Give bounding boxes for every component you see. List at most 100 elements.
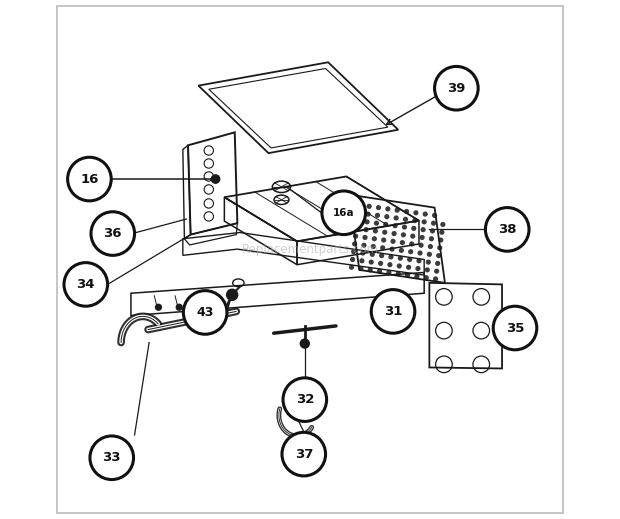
Circle shape	[431, 221, 436, 226]
Circle shape	[429, 236, 434, 241]
Circle shape	[392, 223, 397, 228]
Circle shape	[360, 250, 366, 256]
Text: 33: 33	[102, 451, 121, 465]
Circle shape	[374, 221, 379, 226]
Circle shape	[366, 211, 371, 217]
Circle shape	[388, 262, 392, 267]
Circle shape	[226, 289, 238, 301]
Circle shape	[434, 269, 439, 274]
Circle shape	[368, 267, 373, 272]
Circle shape	[361, 242, 366, 248]
Circle shape	[366, 203, 372, 209]
Circle shape	[401, 233, 406, 238]
Circle shape	[353, 234, 358, 239]
Circle shape	[283, 378, 327, 421]
Circle shape	[423, 211, 428, 217]
Circle shape	[436, 253, 441, 258]
Circle shape	[217, 304, 224, 311]
Circle shape	[422, 219, 427, 225]
Circle shape	[426, 260, 431, 265]
Circle shape	[375, 213, 380, 218]
Circle shape	[412, 218, 417, 223]
Circle shape	[350, 257, 355, 262]
Circle shape	[355, 218, 360, 223]
Circle shape	[360, 258, 365, 264]
Circle shape	[428, 244, 433, 249]
Circle shape	[388, 254, 394, 260]
Circle shape	[356, 210, 361, 215]
Circle shape	[363, 227, 369, 233]
Circle shape	[437, 245, 442, 251]
Text: 36: 36	[104, 227, 122, 240]
Circle shape	[389, 247, 394, 252]
Circle shape	[423, 275, 429, 280]
Circle shape	[397, 255, 403, 261]
Circle shape	[408, 249, 414, 254]
Text: 38: 38	[498, 223, 516, 236]
Circle shape	[430, 228, 435, 234]
Circle shape	[64, 263, 108, 306]
Circle shape	[358, 266, 363, 271]
Circle shape	[351, 249, 356, 254]
Circle shape	[371, 244, 376, 249]
Circle shape	[384, 214, 389, 220]
Circle shape	[282, 432, 326, 476]
Circle shape	[372, 236, 377, 241]
Circle shape	[425, 267, 430, 272]
Text: 34: 34	[76, 278, 95, 291]
Circle shape	[211, 175, 219, 183]
Circle shape	[417, 250, 423, 256]
Circle shape	[370, 252, 375, 257]
Circle shape	[379, 253, 384, 258]
Circle shape	[391, 239, 396, 244]
Circle shape	[440, 222, 445, 227]
Circle shape	[420, 227, 426, 233]
Circle shape	[383, 222, 388, 227]
Circle shape	[397, 264, 402, 269]
Circle shape	[90, 436, 133, 480]
Circle shape	[410, 234, 415, 239]
Circle shape	[404, 209, 409, 214]
Circle shape	[380, 245, 385, 250]
Circle shape	[363, 235, 368, 240]
Text: 35: 35	[506, 321, 524, 335]
Circle shape	[400, 240, 405, 245]
Text: 16: 16	[80, 172, 99, 186]
Circle shape	[403, 216, 408, 222]
Circle shape	[184, 291, 227, 334]
Circle shape	[433, 276, 438, 281]
Circle shape	[299, 338, 310, 349]
Circle shape	[406, 265, 411, 270]
Circle shape	[435, 261, 440, 266]
Circle shape	[378, 261, 383, 266]
Circle shape	[349, 265, 354, 270]
Circle shape	[493, 306, 537, 350]
Circle shape	[369, 260, 374, 265]
Circle shape	[377, 269, 382, 274]
Circle shape	[396, 271, 401, 276]
Circle shape	[411, 226, 417, 231]
Text: 31: 31	[384, 305, 402, 318]
Circle shape	[373, 228, 378, 234]
Circle shape	[415, 266, 420, 271]
Circle shape	[409, 241, 414, 247]
Circle shape	[485, 208, 529, 251]
Circle shape	[386, 270, 391, 275]
Circle shape	[381, 238, 386, 243]
Circle shape	[420, 235, 425, 240]
Text: 39: 39	[447, 81, 466, 95]
Circle shape	[385, 206, 391, 212]
Circle shape	[91, 212, 135, 255]
Text: Replacementparts.com: Replacementparts.com	[242, 242, 378, 256]
Circle shape	[414, 210, 418, 215]
Circle shape	[399, 248, 404, 253]
Circle shape	[427, 252, 432, 257]
Circle shape	[68, 157, 111, 201]
Circle shape	[405, 272, 410, 278]
Circle shape	[371, 290, 415, 333]
Circle shape	[438, 238, 443, 243]
Text: 43: 43	[197, 306, 214, 319]
Text: 37: 37	[294, 447, 313, 461]
Circle shape	[402, 224, 407, 229]
Text: 32: 32	[296, 393, 314, 406]
